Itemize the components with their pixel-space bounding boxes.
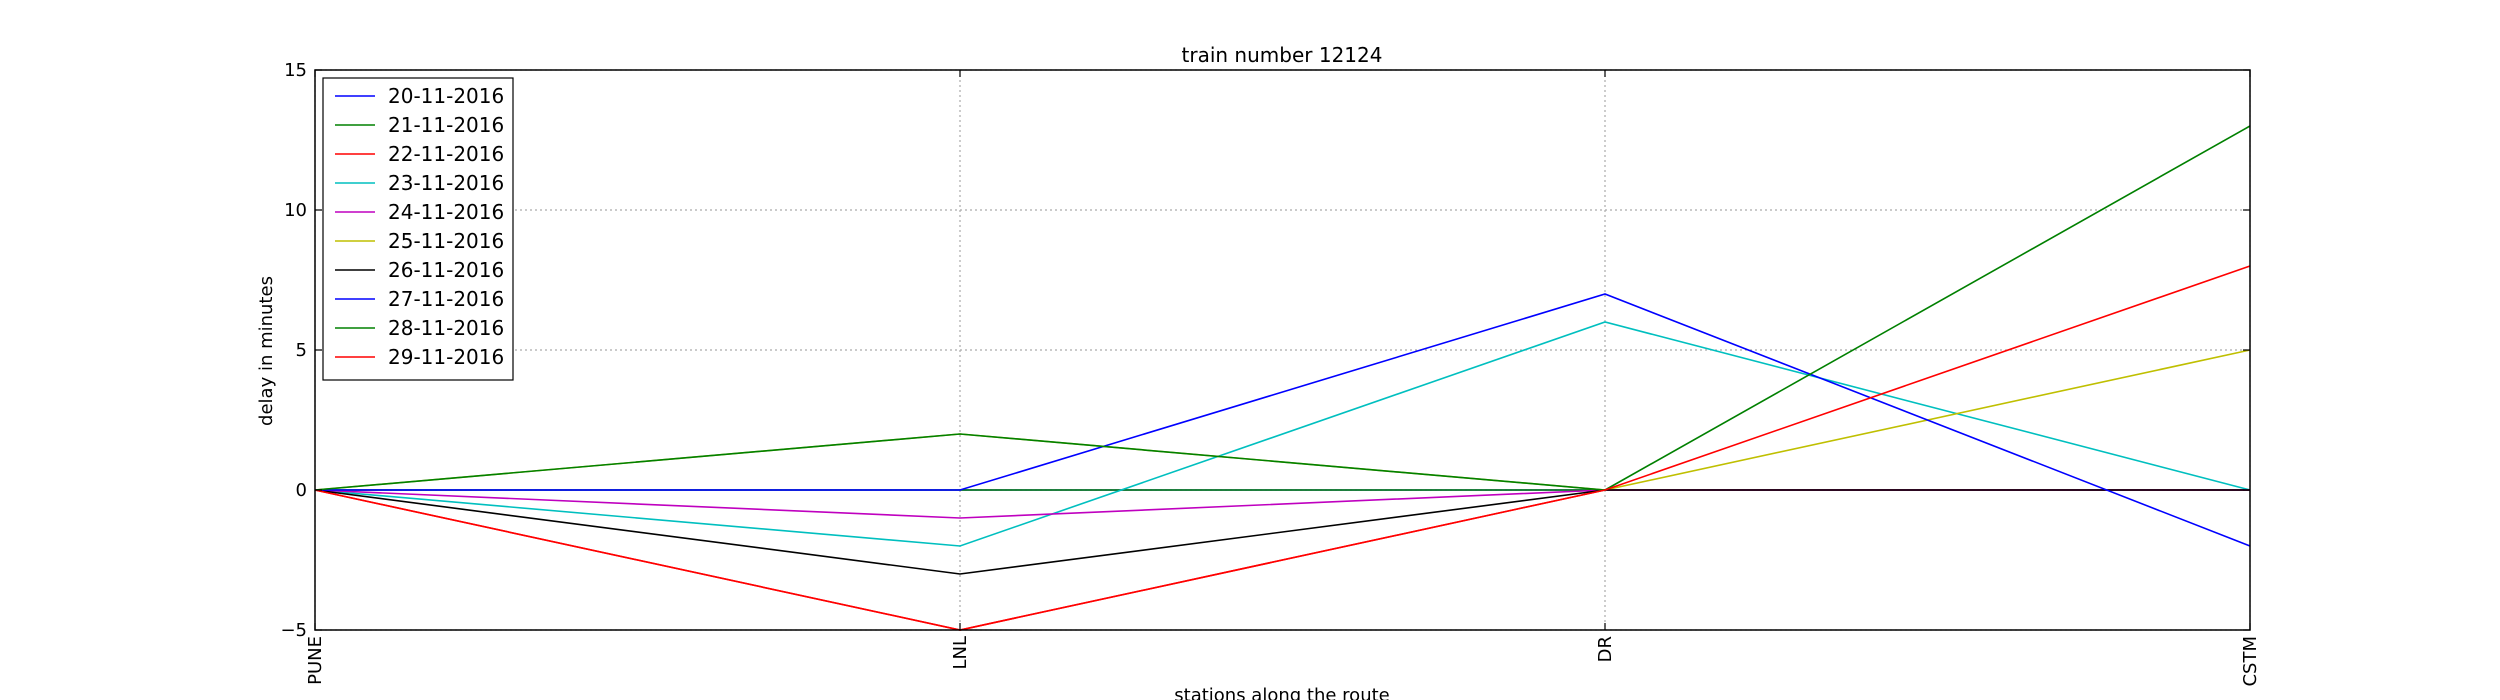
legend-label-26-11-2016: 26-11-2016 bbox=[388, 258, 504, 282]
x-tick-label-dr: DR bbox=[1595, 636, 1616, 662]
series-line-23-11-2016 bbox=[314, 321, 2251, 547]
x-tick-label-cstm: CSTM bbox=[2240, 636, 2261, 687]
y-tick-label-5: 5 bbox=[296, 340, 307, 361]
legend-label-24-11-2016: 24-11-2016 bbox=[388, 200, 504, 224]
x-axis-label: stations along the route bbox=[1174, 685, 1389, 700]
y-tick-label-10: 10 bbox=[284, 200, 307, 221]
y-tick-label-0: 0 bbox=[296, 480, 307, 501]
legend-label-25-11-2016: 25-11-2016 bbox=[388, 229, 504, 253]
x-tick-labels: PUNE LNL DR CSTM bbox=[305, 636, 2261, 687]
legend-label-23-11-2016: 23-11-2016 bbox=[388, 171, 504, 195]
y-tick-label--5: −5 bbox=[280, 620, 307, 641]
series-line-29-11-2016 bbox=[314, 265, 2251, 631]
legend-label-20-11-2016: 20-11-2016 bbox=[388, 84, 504, 108]
axis-ticks bbox=[314, 69, 2251, 631]
legend-label-29-11-2016: 29-11-2016 bbox=[388, 345, 504, 369]
y-axis-label: delay in minutes bbox=[256, 276, 277, 426]
x-tick-label-lnl: LNL bbox=[950, 636, 971, 670]
grid-lines bbox=[314, 69, 2251, 631]
y-tick-label-15: 15 bbox=[284, 60, 307, 81]
series-line-25-11-2016 bbox=[314, 349, 2251, 491]
legend: 20-11-2016 21-11-2016 22-11-2016 23-11-2016… bbox=[322, 77, 514, 381]
series-line-27-11-2016 bbox=[315, 293, 2251, 547]
legend-entries: 20-11-2016 21-11-2016 22-11-2016 23-11-2016… bbox=[335, 84, 504, 369]
legend-label-21-11-2016: 21-11-2016 bbox=[388, 113, 504, 137]
legend-label-27-11-2016: 27-11-2016 bbox=[388, 287, 504, 311]
legend-label-22-11-2016: 22-11-2016 bbox=[388, 142, 504, 166]
series-lines bbox=[314, 125, 2251, 631]
series-line-26-11-2016 bbox=[314, 489, 2250, 575]
series-line-28-11-2016 bbox=[314, 125, 2251, 491]
x-tick-label-pune: PUNE bbox=[305, 636, 326, 685]
y-tick-labels: −5 0 5 10 15 bbox=[280, 60, 307, 641]
legend-label-28-11-2016: 28-11-2016 bbox=[388, 316, 504, 340]
series-line-24-11-2016 bbox=[314, 489, 2250, 519]
chart-title: train number 12124 bbox=[1182, 43, 1383, 67]
legend-box bbox=[322, 77, 514, 381]
